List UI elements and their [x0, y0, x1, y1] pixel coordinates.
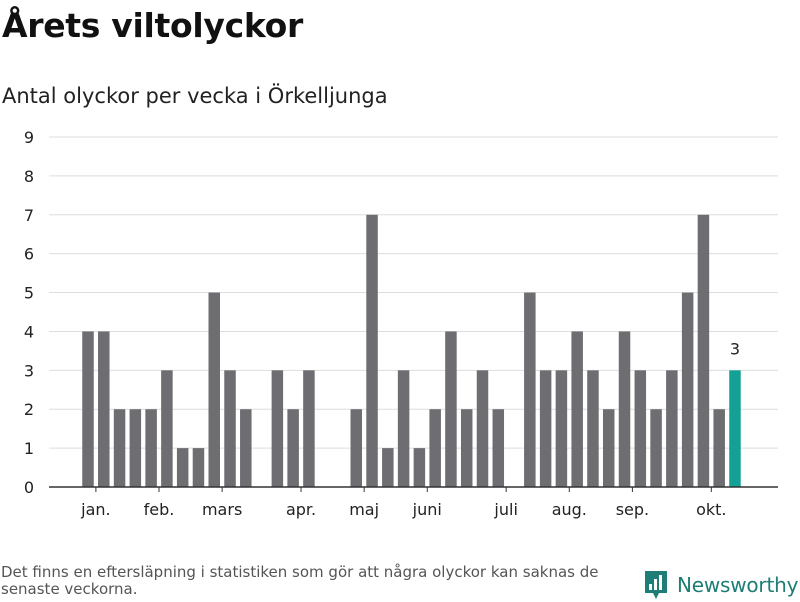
- bars: [82, 214, 741, 487]
- x-tick-label: okt.: [696, 500, 726, 519]
- data-label: 3: [730, 339, 740, 358]
- x-tick-label: jan.: [80, 500, 110, 519]
- y-tick-label: 8: [24, 167, 34, 186]
- y-axis-ticks: 0 1 2 3 4 5 6 7 8 9: [24, 128, 34, 497]
- bar: [460, 409, 473, 487]
- x-tick-label: juli: [493, 500, 517, 519]
- bar-highlight: [729, 370, 741, 487]
- bar: [208, 292, 220, 487]
- bar-chart: 0 1 2 3 4 5 6 7 8 9 jan. feb. mars apr. maj juni juli au…: [24, 128, 778, 519]
- x-axis-ticks: jan. feb. mars apr. maj juni juli aug. sep. okt.: [80, 487, 727, 519]
- bar: [445, 331, 457, 487]
- data-labels: 3: [730, 339, 740, 358]
- bar: [113, 409, 126, 487]
- bar: [587, 370, 599, 487]
- footnote: Det finns en eftersläpning i statistiken…: [1, 563, 599, 598]
- x-tick-label: aug.: [552, 500, 587, 519]
- bar: [571, 331, 583, 487]
- bar: [82, 331, 94, 487]
- bar: [413, 448, 426, 487]
- y-tick-label: 2: [24, 400, 34, 419]
- y-tick-label: 3: [24, 361, 34, 380]
- bar: [476, 370, 489, 487]
- brand-name: Newsworthy: [677, 573, 799, 597]
- brand-logo[interactable]: Newsworthy: [643, 568, 798, 602]
- y-tick-label: 1: [24, 439, 34, 458]
- bar: [224, 370, 236, 487]
- y-tick-label: 6: [24, 245, 34, 264]
- bar: [145, 409, 157, 487]
- x-tick-label: feb.: [144, 500, 175, 519]
- x-tick-label: sep.: [616, 500, 649, 519]
- bar: [303, 370, 315, 487]
- y-tick-label: 4: [24, 322, 34, 341]
- bar: [350, 409, 363, 487]
- bar: [650, 409, 662, 487]
- bar: [618, 331, 631, 487]
- x-tick-label: juni: [412, 500, 442, 519]
- bar: [176, 448, 189, 487]
- bar: [129, 409, 142, 487]
- bar: [382, 448, 394, 487]
- bar: [634, 370, 647, 487]
- bar: [666, 370, 678, 487]
- bar: [539, 370, 552, 487]
- x-tick-label: apr.: [286, 500, 316, 519]
- y-tick-label: 7: [24, 206, 34, 225]
- bar: [429, 409, 441, 487]
- bar: [161, 370, 173, 487]
- bar: [681, 292, 694, 487]
- bar: [240, 409, 252, 487]
- chart-title: Årets viltolyckor: [2, 6, 303, 45]
- bar: [602, 409, 615, 487]
- gridlines: [49, 136, 778, 449]
- bar: [555, 370, 568, 487]
- bar: [492, 409, 505, 487]
- x-tick-label: maj: [349, 500, 379, 519]
- chart-subtitle: Antal olyckor per vecka i Örkelljunga: [2, 84, 388, 108]
- bar: [287, 409, 299, 487]
- y-tick-label: 9: [24, 128, 34, 147]
- y-tick-label: 0: [24, 478, 34, 497]
- y-tick-label: 5: [24, 284, 34, 303]
- bar: [524, 292, 536, 487]
- bar: [697, 214, 710, 487]
- x-tick-label: mars: [202, 500, 242, 519]
- bar: [713, 409, 725, 487]
- bar: [192, 448, 205, 487]
- newsworthy-logo-icon: [645, 571, 667, 599]
- bar: [397, 370, 410, 487]
- bar: [271, 370, 284, 487]
- bar: [98, 331, 110, 487]
- bar: [366, 214, 378, 487]
